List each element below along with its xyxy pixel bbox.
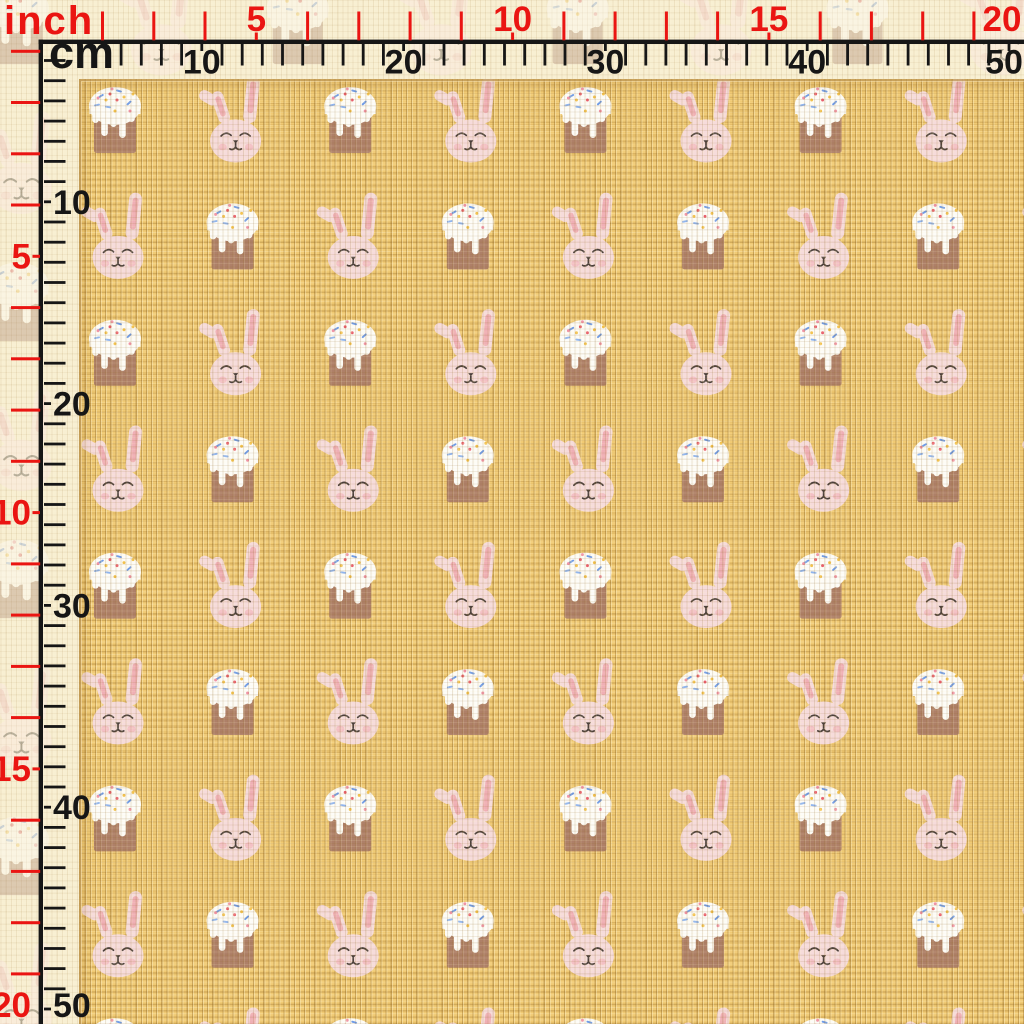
bunny-motif bbox=[669, 541, 732, 629]
easter-cake-motif bbox=[89, 87, 141, 153]
easter-cake-motif bbox=[794, 785, 847, 852]
easter-cake-motif bbox=[677, 436, 729, 503]
easter-cake-motif bbox=[441, 203, 494, 270]
easter-cake-motif bbox=[677, 669, 729, 735]
bunny-motif bbox=[904, 1007, 966, 1024]
easter-cake-motif bbox=[559, 552, 612, 619]
easter-cake-motif bbox=[331, 1018, 370, 1024]
fabric-swatch-preview[interactable] bbox=[79, 79, 1024, 1024]
bunny-motif bbox=[787, 891, 850, 978]
bunny-motif bbox=[904, 309, 967, 396]
easter-cake-motif bbox=[677, 203, 729, 270]
bunny-motif bbox=[199, 774, 262, 861]
bunny-motif bbox=[551, 192, 614, 279]
easter-cake-motif bbox=[912, 669, 965, 735]
bunny-motif bbox=[1022, 904, 1024, 921]
easter-cake-motif bbox=[559, 319, 612, 386]
easter-cake-motif bbox=[441, 669, 494, 735]
bunny-motif bbox=[316, 891, 379, 978]
bunny-motif bbox=[434, 1007, 495, 1024]
inch-unit-label: inch bbox=[4, 0, 95, 43]
bunny-motif bbox=[434, 309, 497, 396]
bunny-motif bbox=[904, 79, 967, 163]
easter-cake-motif bbox=[912, 203, 965, 270]
bunny-motif bbox=[316, 425, 379, 512]
easter-cake-motif bbox=[206, 901, 259, 968]
easter-cake-motif bbox=[89, 319, 141, 386]
bunny-motif bbox=[434, 774, 497, 861]
bunny-motif bbox=[199, 1007, 260, 1024]
easter-cake-motif bbox=[559, 87, 612, 153]
easter-cake-motif bbox=[89, 552, 141, 619]
easter-cake-motif bbox=[912, 901, 965, 968]
bunny-motif bbox=[551, 658, 614, 745]
fabric-print-pattern bbox=[81, 79, 1024, 1024]
easter-cake-motif bbox=[206, 669, 259, 735]
bunny-motif bbox=[787, 425, 850, 512]
easter-cake-motif bbox=[324, 552, 377, 619]
bunny-motif bbox=[1022, 672, 1024, 688]
easter-cake-motif bbox=[912, 436, 965, 503]
easter-cake-motif bbox=[206, 203, 259, 270]
bunny-motif bbox=[199, 309, 262, 396]
fabric-edge-shadow bbox=[79, 79, 1024, 1024]
cm-unit-label: cm bbox=[49, 27, 115, 78]
easter-cake-motif bbox=[559, 785, 612, 852]
easter-cake-motif bbox=[801, 1018, 840, 1024]
bunny-motif bbox=[904, 541, 967, 629]
bunny-motif bbox=[81, 425, 144, 512]
bunny-motif bbox=[669, 309, 732, 396]
easter-cake-motif bbox=[441, 901, 494, 968]
bunny-motif bbox=[904, 774, 967, 861]
bunny-motif bbox=[551, 891, 614, 978]
bunny-motif bbox=[669, 1007, 731, 1024]
bunny-motif bbox=[81, 192, 144, 279]
easter-cake-motif bbox=[677, 901, 729, 968]
bunny-motif bbox=[434, 541, 497, 629]
bunny-motif bbox=[787, 658, 850, 745]
bunny-motif bbox=[434, 79, 497, 163]
bunny-motif bbox=[199, 541, 262, 629]
easter-cake-motif bbox=[794, 87, 847, 153]
bunny-motif bbox=[81, 891, 144, 978]
bunny-motif bbox=[199, 79, 262, 163]
bunny-motif bbox=[1022, 206, 1024, 222]
easter-cake-motif bbox=[89, 785, 141, 852]
easter-cake-motif bbox=[324, 319, 377, 386]
bunny-motif bbox=[1022, 439, 1024, 455]
easter-cake-motif bbox=[96, 1018, 134, 1024]
easter-cake-motif bbox=[441, 436, 494, 503]
bunny-motif bbox=[669, 79, 732, 163]
bunny-motif bbox=[787, 192, 850, 279]
bunny-motif bbox=[316, 192, 379, 279]
easter-cake-motif bbox=[324, 785, 377, 852]
bunny-motif bbox=[81, 658, 144, 745]
easter-cake-motif bbox=[324, 87, 377, 153]
easter-cake-motif bbox=[794, 319, 847, 386]
easter-cake-motif bbox=[566, 1018, 605, 1024]
bunny-motif bbox=[551, 425, 614, 512]
bunny-motif bbox=[669, 774, 732, 861]
easter-cake-motif bbox=[794, 552, 847, 619]
easter-cake-motif bbox=[206, 436, 259, 503]
fabric-weave-texture bbox=[79, 79, 1024, 1024]
bunny-motif bbox=[316, 658, 379, 745]
